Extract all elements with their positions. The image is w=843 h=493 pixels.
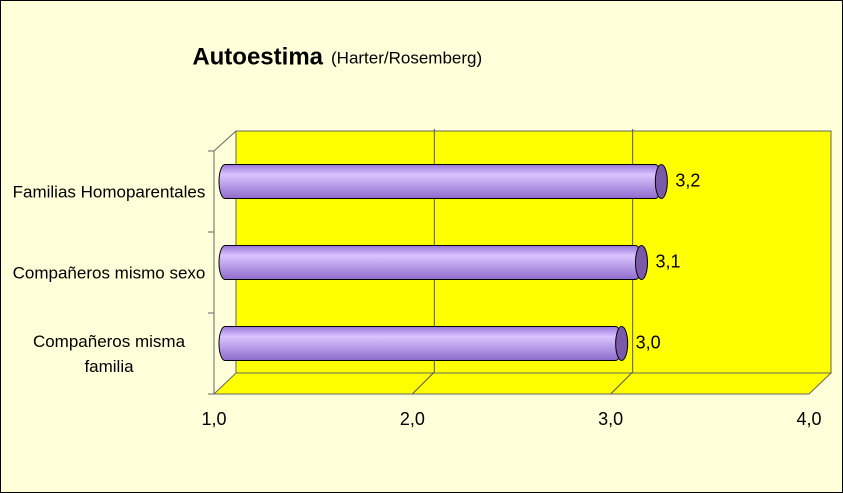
bar-end: [635, 245, 648, 280]
x-tick-label: 4,0: [796, 409, 821, 429]
value-label: 3,0: [636, 332, 661, 352]
y-tick-label: Compañeros misma familia: [32, 331, 186, 376]
bar: [218, 164, 662, 199]
x-tick-label: 1,0: [201, 409, 226, 429]
bar: [218, 245, 642, 280]
floor: [212, 372, 833, 395]
left-wall-top: [213, 130, 237, 152]
bar-end: [615, 326, 629, 361]
value-label: 3,2: [675, 170, 700, 190]
chart-subtitle: (Harter/Rosemberg): [331, 48, 482, 67]
bar-end: [654, 164, 668, 199]
grid-line: [411, 371, 435, 395]
y-tick-label: Compañeros mismo sexo: [12, 263, 206, 282]
bar: [218, 326, 623, 361]
x-tick-label: 3,0: [598, 409, 623, 429]
y-tick-label: Familias Homoparentales: [12, 182, 206, 201]
chart-title: Autoestima: [192, 43, 323, 70]
grid-line: [610, 371, 634, 395]
value-label: 3,1: [656, 251, 681, 271]
x-tick-label: 2,0: [400, 409, 425, 429]
